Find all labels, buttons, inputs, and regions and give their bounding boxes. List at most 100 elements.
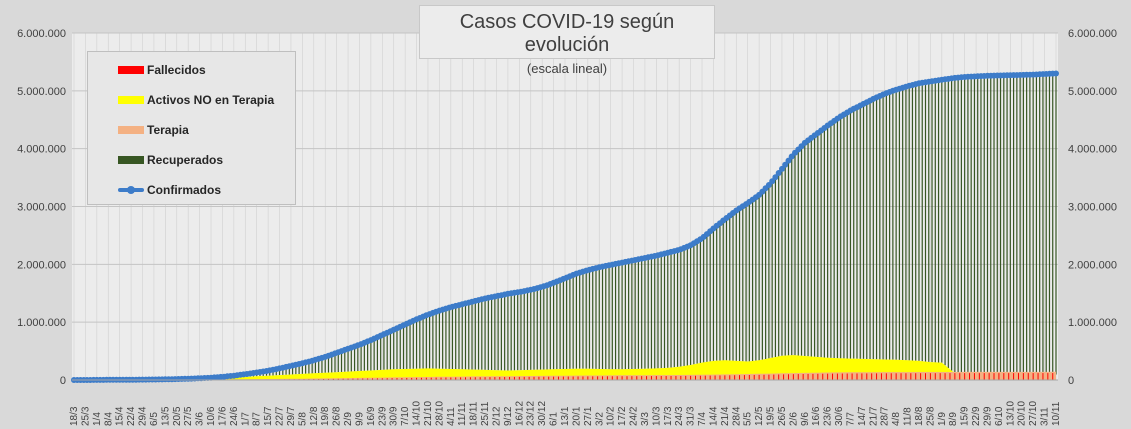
x-tick-label: 28/10: [434, 401, 445, 426]
x-tick-label: 25/8: [925, 406, 936, 426]
legend-label-terapia: Terapia: [147, 123, 189, 137]
point-confirmados: [1053, 70, 1059, 77]
x-tick-label: 25/11: [480, 401, 491, 426]
x-tick-label: 7/4: [697, 412, 708, 426]
legend-label-activos: Activos NO en Terapia: [147, 93, 275, 107]
x-tick-label: 14/4: [708, 406, 719, 426]
chart-subtitle: (escala lineal): [526, 61, 608, 76]
x-tick-label: 21/4: [720, 406, 731, 426]
x-tick-label: 13/10: [1005, 401, 1016, 426]
x-tick-label: 27/10: [1028, 401, 1039, 426]
x-tick-label: 19/5: [766, 406, 777, 426]
x-tick-label: 21/7: [868, 406, 879, 426]
x-tick-label: 9/12: [503, 406, 514, 426]
x-tick-label: 22/4: [126, 406, 137, 426]
y-tick-label-left: 5.000.000: [17, 86, 66, 98]
point-confirmados: [769, 178, 776, 185]
chart-legend: Fallecidos Activos NO en Terapia Terapia…: [87, 51, 296, 205]
x-tick-label: 5/5: [743, 412, 754, 426]
x-tick-label: 18/11: [469, 401, 480, 426]
x-tick-label: 11/11: [457, 402, 468, 426]
x-tick-label: 29/4: [138, 406, 149, 426]
x-tick-label: 21/10: [423, 401, 434, 426]
x-tick-label: 3/11: [1040, 407, 1051, 426]
x-tick-label: 20/5: [172, 406, 183, 426]
y-tick-label-left: 0: [60, 375, 66, 387]
point-confirmados: [785, 157, 792, 164]
area-terapia: [74, 371, 1056, 380]
x-tick-label: 30/9: [389, 406, 400, 426]
x-tick-label: 4/11: [446, 407, 457, 426]
x-tick-label: 15/7: [263, 406, 274, 426]
y-tick-label-right: 1.000.000: [1068, 317, 1117, 329]
x-tick-label: 6/10: [994, 406, 1005, 426]
x-tick-label: 15/9: [960, 406, 971, 426]
x-tick-label: 22/9: [971, 406, 982, 426]
x-tick-label: 1/4: [92, 412, 103, 426]
legend-label-confirmados: Confirmados: [147, 183, 222, 197]
x-tick-label: 29/7: [286, 406, 297, 426]
legend-swatch-activos: [118, 96, 144, 104]
y-tick-label-left: 6.000.000: [17, 28, 66, 40]
y-tick-label-left: 4.000.000: [17, 144, 66, 156]
x-tick-label: 10/3: [651, 406, 662, 426]
x-tick-label: 27/1: [583, 406, 594, 426]
x-tick-label: 25/3: [80, 406, 91, 426]
legend-label-fallecidos: Fallecidos: [147, 63, 206, 77]
x-tick-label: 3/2: [594, 412, 605, 426]
x-tick-label: 24/3: [674, 406, 685, 426]
x-tick-label: 23/12: [526, 401, 537, 426]
x-tick-label: 2/12: [492, 406, 503, 426]
x-tick-label: 8/9: [948, 412, 959, 426]
x-tick-label: 13/1: [560, 406, 571, 426]
x-tick-label: 27/5: [183, 406, 194, 426]
legend-swatch-terapia: [118, 126, 144, 134]
x-tick-label: 1/9: [937, 412, 948, 426]
chart-title-box: Casos COVID-19 según evolución (escala l…: [419, 5, 715, 76]
x-tick-label: 26/8: [332, 406, 343, 426]
x-tick-label: 26/5: [777, 406, 788, 426]
x-tick-label: 8/4: [103, 412, 114, 426]
x-tick-label: 19/8: [320, 406, 331, 426]
x-tick-label: 6/1: [549, 412, 560, 426]
x-tick-label: 9/9: [355, 412, 366, 426]
x-tick-label: 3/3: [640, 412, 651, 426]
y-tick-label-right: 4.000.000: [1068, 144, 1117, 156]
chart-title: Casos COVID-19 según evolución: [459, 11, 675, 56]
x-tick-label: 8/7: [252, 412, 263, 426]
x-tick-label: 29/9: [983, 406, 994, 426]
x-tick-label: 1/7: [240, 412, 251, 426]
x-tick-label: 12/8: [309, 406, 320, 426]
y-tick-label-left: 3.000.000: [17, 202, 66, 214]
x-tick-label: 28/7: [880, 406, 891, 426]
x-tick-label: 12/5: [754, 406, 765, 426]
x-tick-label: 28/4: [731, 406, 742, 426]
y-tick-label-right: 3.000.000: [1068, 202, 1117, 214]
x-tick-label: 15/4: [115, 406, 126, 426]
x-tick-label: 23/9: [377, 406, 388, 426]
point-confirmados: [782, 161, 789, 168]
x-tick-label: 17/6: [217, 406, 228, 426]
legend-swatch-recuperados: [118, 156, 144, 164]
legend-label-recuperados: Recuperados: [147, 153, 224, 167]
x-tick-label: 7/10: [400, 406, 411, 426]
x-tick-label: 20/1: [571, 406, 582, 426]
point-confirmados: [775, 170, 782, 176]
x-tick-label: 20/10: [1017, 401, 1028, 426]
x-tick-label: 16/12: [514, 401, 525, 426]
y-tick-label-right: 6.000.000: [1068, 28, 1117, 40]
x-tick-label: 2/9: [343, 412, 354, 426]
y-tick-label-right: 0: [1068, 375, 1074, 387]
x-tick-label: 18/8: [914, 406, 925, 426]
point-confirmados: [779, 165, 785, 172]
x-tick-label: 31/3: [686, 406, 697, 426]
x-tick-label: 14/10: [412, 401, 423, 426]
x-tick-label: 24/2: [629, 406, 640, 426]
x-tick-label: 6/5: [149, 412, 160, 426]
point-confirmados: [772, 174, 779, 181]
x-tick-label: 17/3: [663, 406, 674, 426]
legend-swatch-fallecidos: [118, 66, 144, 74]
x-tick-label: 3/6: [195, 412, 206, 426]
